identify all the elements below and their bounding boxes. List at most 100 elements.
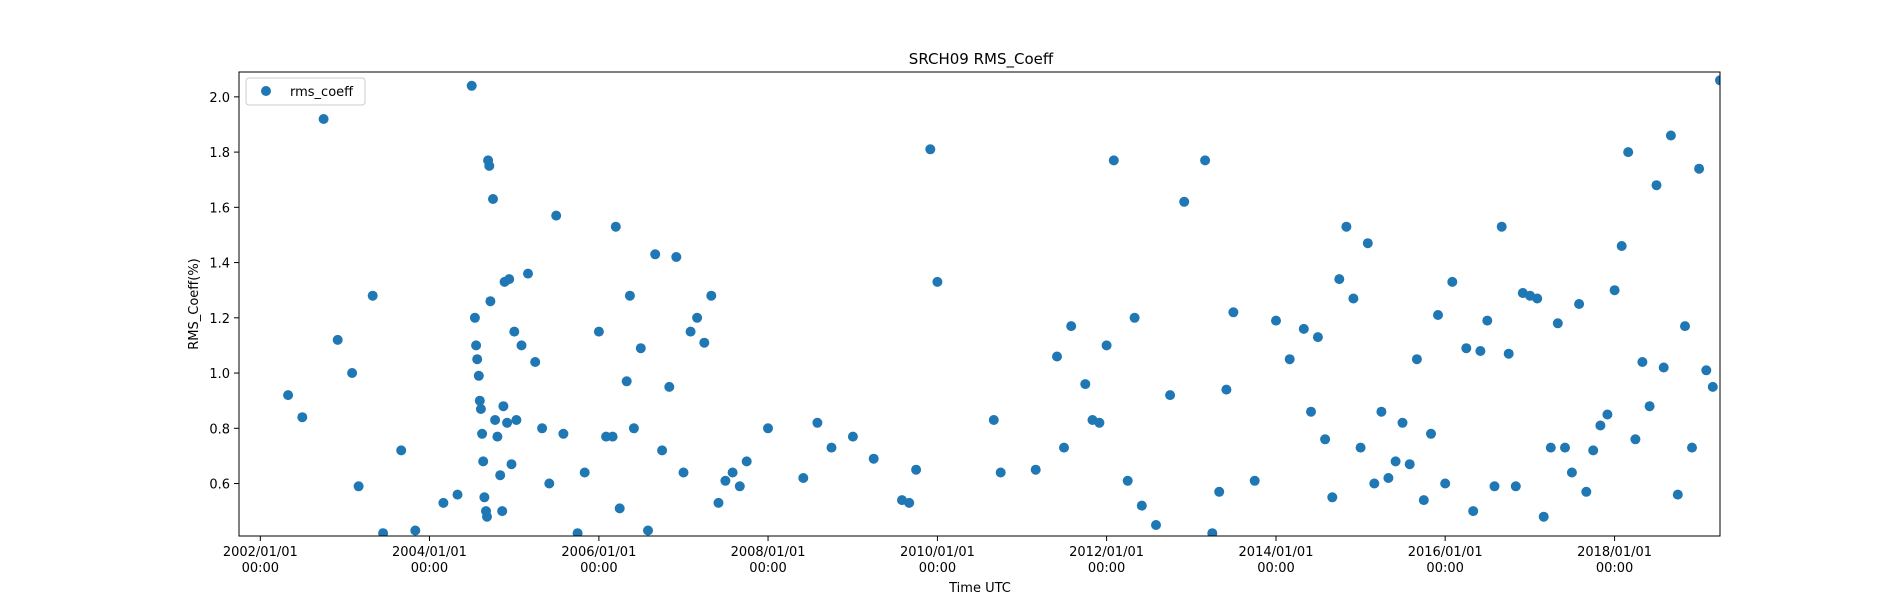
chart-title: SRCH09 RMS_Coeff <box>909 50 1054 69</box>
plot-area <box>283 75 1887 536</box>
data-point <box>1715 75 1720 86</box>
data-point <box>506 459 517 470</box>
data-point <box>1595 420 1606 431</box>
data-point <box>551 210 562 221</box>
data-point <box>904 497 915 508</box>
data-point <box>1341 221 1352 232</box>
data-point <box>1200 155 1211 166</box>
data-point <box>1786 280 1796 290</box>
data-point <box>1793 266 1803 276</box>
x-tick-time-label: 00:00 <box>1596 561 1633 576</box>
data-point <box>1623 147 1634 158</box>
data-point <box>367 290 378 301</box>
data-point <box>1842 473 1852 483</box>
data-point <box>1877 440 1887 450</box>
data-point <box>1468 506 1479 517</box>
data-point <box>727 467 738 478</box>
data-point <box>1694 163 1705 174</box>
data-point <box>1772 84 1782 94</box>
x-tick-time-label: 00:00 <box>1257 561 1294 576</box>
y-tick-label: 0.8 <box>209 422 230 437</box>
data-point <box>1411 354 1422 365</box>
data-point <box>1856 451 1866 461</box>
y-tick-label: 1.6 <box>209 201 230 216</box>
x-tick-time-label: 00:00 <box>919 561 956 576</box>
data-point <box>699 337 710 348</box>
data-point <box>1221 384 1232 395</box>
data-point <box>1765 479 1775 489</box>
data-point <box>657 445 668 456</box>
x-tick-time-label: 00:00 <box>1426 561 1463 576</box>
y-tick-label: 0.6 <box>209 478 230 493</box>
data-point <box>1637 357 1648 367</box>
axes-frame <box>238 71 1721 537</box>
data-point <box>628 423 639 434</box>
data-point <box>297 412 308 423</box>
y-axis-label: RMS_Coeff(%) <box>187 258 202 349</box>
data-point <box>1707 381 1718 392</box>
data-point <box>1426 428 1436 439</box>
data-point <box>473 370 484 381</box>
data-point <box>1080 379 1091 390</box>
data-point <box>410 525 421 536</box>
x-tick-label: 2006/01/01 <box>561 545 636 560</box>
x-tick-label: 2014/01/01 <box>1239 545 1314 560</box>
data-point <box>537 423 548 434</box>
data-point <box>1228 307 1239 318</box>
data-point <box>1066 321 1077 332</box>
data-point <box>1052 351 1062 362</box>
data-point <box>1440 478 1451 489</box>
data-point <box>610 221 621 232</box>
data-point <box>741 456 752 467</box>
x-tick-time-label: 00:00 <box>1088 561 1125 576</box>
data-point <box>1729 514 1739 524</box>
data-point <box>1545 442 1556 453</box>
x-axis-label: Time UTC <box>948 581 1011 596</box>
data-point <box>1334 274 1345 285</box>
data-point <box>1864 349 1874 359</box>
data-point <box>482 511 492 522</box>
data-point <box>1835 479 1845 489</box>
data-point <box>1348 293 1359 304</box>
data-point <box>1284 354 1295 365</box>
data-point <box>472 354 483 365</box>
data-point <box>1418 495 1429 506</box>
data-point <box>1871 285 1881 295</box>
data-point <box>1687 442 1697 453</box>
data-point <box>1320 434 1331 445</box>
data-point <box>650 249 661 260</box>
data-point <box>932 276 943 287</box>
data-point <box>477 428 488 439</box>
data-point <box>925 144 936 155</box>
data-point <box>1665 130 1676 141</box>
data-point <box>868 453 879 464</box>
data-point <box>1404 459 1415 470</box>
data-point <box>378 528 389 536</box>
data-point <box>643 525 653 536</box>
data-point <box>474 395 485 406</box>
data-point <box>438 497 449 508</box>
data-point <box>332 334 343 345</box>
y-tick-label: 1.0 <box>209 367 230 382</box>
data-point <box>812 417 823 428</box>
x-tick-time-label: 00:00 <box>580 561 617 576</box>
data-point <box>911 464 922 475</box>
data-point <box>1538 511 1549 522</box>
data-point <box>1761 327 1771 337</box>
data-point <box>484 160 495 171</box>
data-point <box>1757 316 1767 326</box>
data-point <box>283 390 294 401</box>
data-point <box>475 404 486 414</box>
y-axis: 0.6 0.8 1.0 1.2 1.4 1.6 1.8 2.0 <box>209 91 239 493</box>
data-point <box>798 473 809 483</box>
data-point <box>593 326 604 337</box>
data-point <box>1165 390 1176 401</box>
y-tick-label: 1.4 <box>209 257 230 272</box>
legend-box <box>245 77 366 106</box>
data-point <box>504 274 515 285</box>
x-tick-label: 2008/01/01 <box>731 545 806 560</box>
data-point <box>1369 478 1380 489</box>
data-point <box>685 326 696 337</box>
data-point <box>495 470 506 481</box>
